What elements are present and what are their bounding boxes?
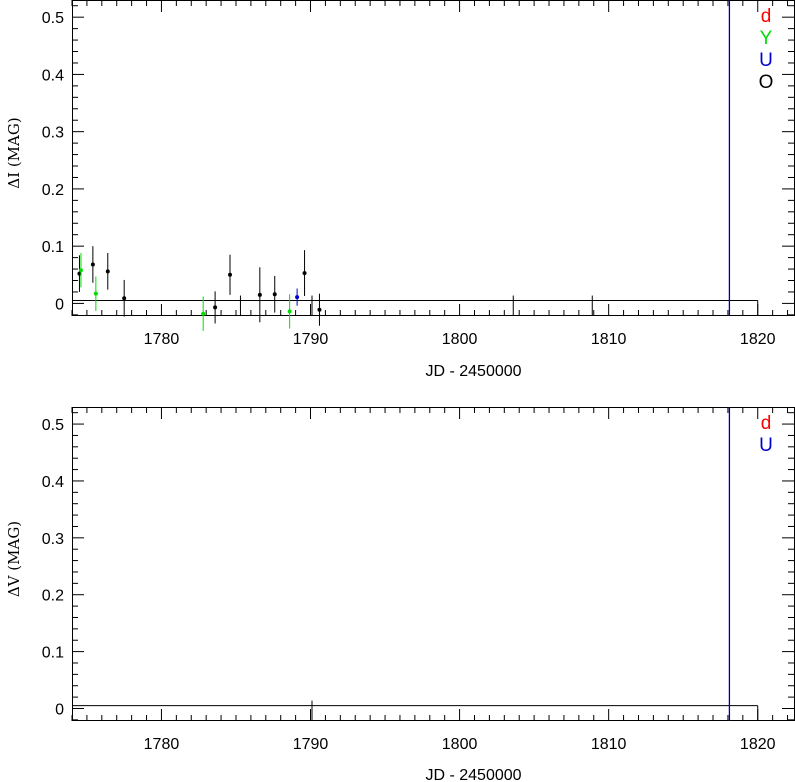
data-point: [105, 269, 110, 274]
x-axis-title: JD - 2450000: [425, 767, 521, 782]
legend-entry: d: [761, 413, 772, 434]
y-axis-title: ΔV (MAG): [5, 521, 23, 597]
y-tick-label: 0.5: [42, 417, 64, 434]
x-tick-label: 1800: [442, 331, 478, 348]
x-tick-label: 1820: [740, 331, 776, 348]
x-tick-label: 1780: [144, 331, 180, 348]
y-tick-label: 0.1: [42, 645, 64, 662]
data-point: [302, 271, 307, 276]
legend-entry: Y: [760, 28, 773, 49]
y-tick-label: 0: [55, 701, 64, 718]
panel-1: 1780 1790 1800 1810 1820 0 0.1 0.2 0.3 0.4 0.5 JD -…: [5, 0, 795, 380]
legend-entry: U: [759, 50, 773, 71]
data-point: [78, 268, 83, 273]
legend-entry: d: [761, 6, 772, 27]
data-point: [317, 307, 322, 312]
x-axis-title: JD - 2450000: [425, 363, 521, 380]
legend-entry: O: [759, 72, 774, 93]
x-tick-label: 1800: [442, 736, 478, 753]
x-tick-label: 1810: [591, 331, 627, 348]
data-point: [295, 295, 300, 300]
data-point: [272, 292, 277, 297]
y-tick-label: 0.3: [42, 531, 64, 548]
data-point: [257, 292, 262, 297]
data-point: [213, 305, 218, 310]
y-tick-label: 0: [55, 296, 64, 313]
panel-2: 1780 1790 1800 1810 1820 0 0.1 0.2 0.3 0.4 0.5 JD -…: [5, 407, 795, 782]
x-tick-label: 1820: [740, 736, 776, 753]
y-tick-label: 0.2: [42, 182, 64, 199]
data-point: [93, 291, 98, 296]
data-point: [122, 296, 127, 301]
data-point: [287, 309, 292, 314]
y-tick-label: 0.2: [42, 588, 64, 605]
y-tick-label: 0.3: [42, 125, 64, 142]
data-point: [201, 311, 206, 316]
y-tick-label: 0.1: [42, 239, 64, 256]
plot-frame: [72, 407, 795, 721]
y-tick-label: 0.5: [42, 10, 64, 27]
data-point: [90, 262, 95, 267]
y-tick-label: 0.4: [42, 474, 64, 491]
x-tick-label: 1780: [144, 736, 180, 753]
x-tick-label: 1790: [293, 331, 329, 348]
y-tick-label: 0.4: [42, 67, 64, 84]
legend-entry: U: [759, 435, 773, 456]
x-tick-label: 1790: [293, 736, 329, 753]
x-tick-label: 1810: [591, 736, 627, 753]
y-axis-title: ΔI (MAG): [5, 117, 23, 188]
data-point: [228, 272, 233, 277]
plot-frame: [72, 0, 795, 316]
